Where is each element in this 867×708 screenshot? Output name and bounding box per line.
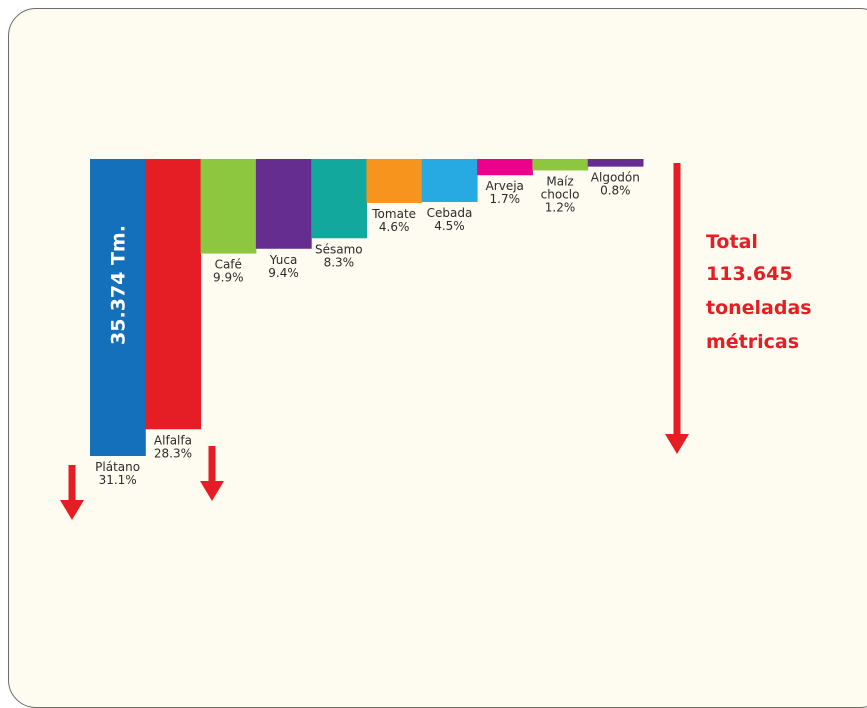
bar-algodon — [587, 159, 644, 167]
value-label-arveja: 1.7% — [490, 192, 521, 206]
category-label-tomate: Tomate — [371, 207, 416, 221]
bar-cebada — [421, 159, 478, 202]
bar-tomate — [366, 159, 423, 203]
category-label-platano: Plátano — [95, 460, 140, 474]
category-label-algodon: Algodón — [591, 171, 640, 185]
total-label-line: métricas — [706, 331, 799, 353]
value-label-platano: 31.1% — [99, 473, 137, 487]
category-label-arveja: Arveja — [486, 179, 524, 193]
chart-stage: Plátano 31.1% Alfalfa 28.3% Café 9.9% Yuca 9.4%… — [8, 8, 867, 708]
total-label-line: 113.645 — [706, 263, 793, 285]
category-label-sesamo: Sésamo — [315, 242, 363, 256]
value-label-yuca: 9.4% — [268, 266, 299, 280]
category-label-cebada: Cebada — [427, 206, 473, 220]
bar-cafe — [200, 159, 257, 254]
total-label-line: Total — [706, 231, 758, 253]
bar-platano — [90, 159, 146, 457]
down-arrow-total — [665, 163, 689, 454]
value-label-cebada: 4.5% — [434, 219, 465, 233]
bar-yuca — [255, 159, 312, 249]
bar-inner-value-label: 35.374 Tm. — [108, 225, 130, 345]
value-label-algodon: 0.8% — [600, 184, 631, 198]
category-label-alfalfa: Alfalfa — [154, 433, 192, 447]
total-label-line: toneladas — [706, 297, 812, 319]
down-arrow-alfalfa — [200, 446, 224, 501]
bar-sesamo — [311, 159, 367, 239]
value-label-alfalfa: 28.3% — [154, 446, 192, 460]
value-label-maiz-choclo: 1.2% — [545, 200, 576, 214]
value-label-cafe: 9.9% — [213, 271, 244, 285]
category-label-cafe: Café — [215, 258, 242, 272]
category-label-yuca: Yuca — [269, 253, 298, 267]
value-label-sesamo: 8.3% — [324, 255, 355, 269]
bar-arveja — [477, 159, 533, 176]
category-label-maiz-choclo: Maíz — [546, 174, 573, 188]
bar-maiz-choclo — [532, 159, 589, 171]
down-arrow-platano — [60, 465, 84, 520]
bar-alfalfa — [145, 159, 202, 430]
category-label-maiz-choclo: choclo — [541, 187, 580, 201]
value-label-tomate: 4.6% — [379, 220, 410, 234]
